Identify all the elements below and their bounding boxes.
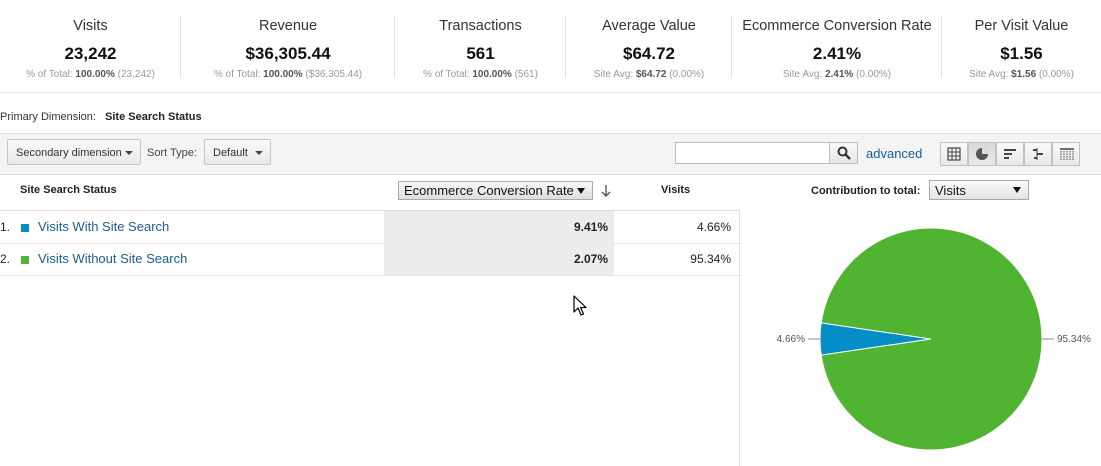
sort-type-dropdown[interactable]: Default	[204, 139, 271, 165]
column-header-visits[interactable]: Visits	[661, 184, 691, 196]
contribution-value: Visits	[935, 183, 966, 198]
contribution-dropdown[interactable]: Visits	[929, 180, 1029, 200]
view-bar-button[interactable]	[996, 142, 1024, 166]
chevron-down-icon	[125, 151, 133, 155]
secondary-dimension-dropdown[interactable]: Secondary dimension	[7, 139, 141, 165]
metric-label: Visits	[73, 18, 108, 34]
legend-swatch	[21, 224, 29, 232]
view-pivot-button[interactable]	[1052, 142, 1080, 166]
view-table-button[interactable]	[940, 142, 968, 166]
pie-chart-svg: 4.66% 95.34%	[777, 227, 1091, 451]
pie-chart-icon	[976, 148, 988, 160]
sort-descending-icon[interactable]	[600, 184, 612, 198]
metric-value: 561	[466, 44, 495, 63]
table-row: 2. Visits Without Site Search 2.07% 95.3…	[0, 243, 740, 276]
metric-value: 23,242	[64, 44, 117, 63]
caret-down-icon	[577, 188, 585, 194]
secondary-dimension-label: Secondary dimension	[16, 147, 122, 159]
metric-subtext: % of Total: 100.00% (23,242)	[26, 69, 155, 80]
view-pie-button[interactable]	[968, 142, 996, 166]
metric-average-value[interactable]: Average Value $64.72 Site Avg: $64.72 (0…	[566, 0, 732, 92]
table-row: 1. Visits With Site Search 9.41% 4.66%	[0, 211, 740, 244]
sort-type-value: Default	[213, 147, 248, 159]
sort-type-label: Sort Type:	[147, 147, 197, 159]
grid-icon	[947, 147, 961, 161]
contribution-label: Contribution to total:	[811, 185, 921, 197]
view-comparison-button[interactable]	[1024, 142, 1052, 166]
column-header-dimension[interactable]: Site Search Status	[20, 184, 117, 196]
row-dimension-link[interactable]: Visits Without Site Search	[38, 251, 188, 266]
primary-dimension-value[interactable]: Site Search Status	[105, 111, 202, 123]
pie-data-label: 95.34%	[1057, 334, 1091, 345]
row-dimension-link[interactable]: Visits With Site Search	[38, 219, 170, 234]
row-visits-share: 4.66%	[696, 220, 731, 234]
metric-column-label: Ecommerce Conversion Rate	[404, 183, 574, 198]
metric-label: Average Value	[602, 18, 696, 34]
row-conversion-rate: 2.07%	[573, 252, 608, 266]
metric-label: Ecommerce Conversion Rate	[742, 18, 932, 34]
chevron-down-icon	[255, 151, 263, 155]
metric-label: Transactions	[439, 18, 522, 34]
metric-subtext: Site Avg: $1.56 (0.00%)	[969, 69, 1074, 80]
table-toolbar: Secondary dimension Sort Type: Default a…	[0, 133, 1101, 175]
metric-ecommerce-conversion-rate[interactable]: Ecommerce Conversion Rate 2.41% Site Avg…	[732, 0, 942, 92]
metric-per-visit-value[interactable]: Per Visit Value $1.56 Site Avg: $1.56 (0…	[942, 0, 1101, 92]
contribution-pie-chart: 4.66% 95.34%	[740, 210, 1101, 466]
comparison-icon	[1033, 148, 1043, 160]
row-visits-share: 95.34%	[690, 252, 731, 266]
metric-subtext: Site Avg: 2.41% (0.00%)	[782, 69, 892, 80]
metric-label: Revenue	[258, 18, 318, 34]
advanced-filter-link[interactable]: advanced	[866, 146, 923, 161]
legend-swatch	[21, 256, 29, 264]
row-conversion-rate: 9.41%	[573, 220, 608, 234]
primary-dimension-label: Primary Dimension:	[0, 111, 96, 123]
pie-data-label: 4.66%	[777, 334, 805, 345]
metric-subtext: Site Avg: $64.72 (0.00%)	[593, 69, 705, 80]
metric-revenue[interactable]: Revenue $36,305.44 % of Total: 100.00% (…	[181, 0, 395, 92]
metric-subtext: % of Total: 100.00% ($36,305.44)	[213, 69, 363, 80]
metric-label: Per Visit Value	[974, 18, 1069, 34]
metric-value: $36,305.44	[245, 44, 331, 63]
metric-visits[interactable]: Visits 23,242 % of Total: 100.00% (23,24…	[0, 0, 181, 92]
metric-transactions[interactable]: Transactions 561 % of Total: 100.00% (56…	[395, 0, 566, 92]
table-divider	[0, 210, 740, 211]
search-input[interactable]	[675, 142, 830, 164]
chart-divider	[739, 210, 740, 466]
bar-chart-icon	[1004, 149, 1016, 159]
pivot-icon	[1060, 148, 1074, 160]
metric-value: $64.72	[623, 44, 675, 63]
summary-metrics: Visits 23,242 % of Total: 100.00% (23,24…	[0, 0, 1101, 93]
metric-column-dropdown[interactable]: Ecommerce Conversion Rate	[398, 181, 593, 200]
metric-value: $1.56	[1000, 44, 1043, 63]
search-icon	[837, 146, 851, 160]
row-index: 1.	[0, 220, 11, 234]
mouse-cursor-icon	[573, 295, 587, 316]
metric-value: 2.41%	[812, 44, 862, 63]
search-button[interactable]	[829, 142, 858, 164]
primary-dimension: Primary Dimension: Site Search Status	[0, 111, 202, 123]
caret-down-icon	[1013, 187, 1021, 193]
metric-subtext: % of Total: 100.00% (561)	[423, 69, 538, 80]
row-index: 2.	[0, 252, 11, 266]
